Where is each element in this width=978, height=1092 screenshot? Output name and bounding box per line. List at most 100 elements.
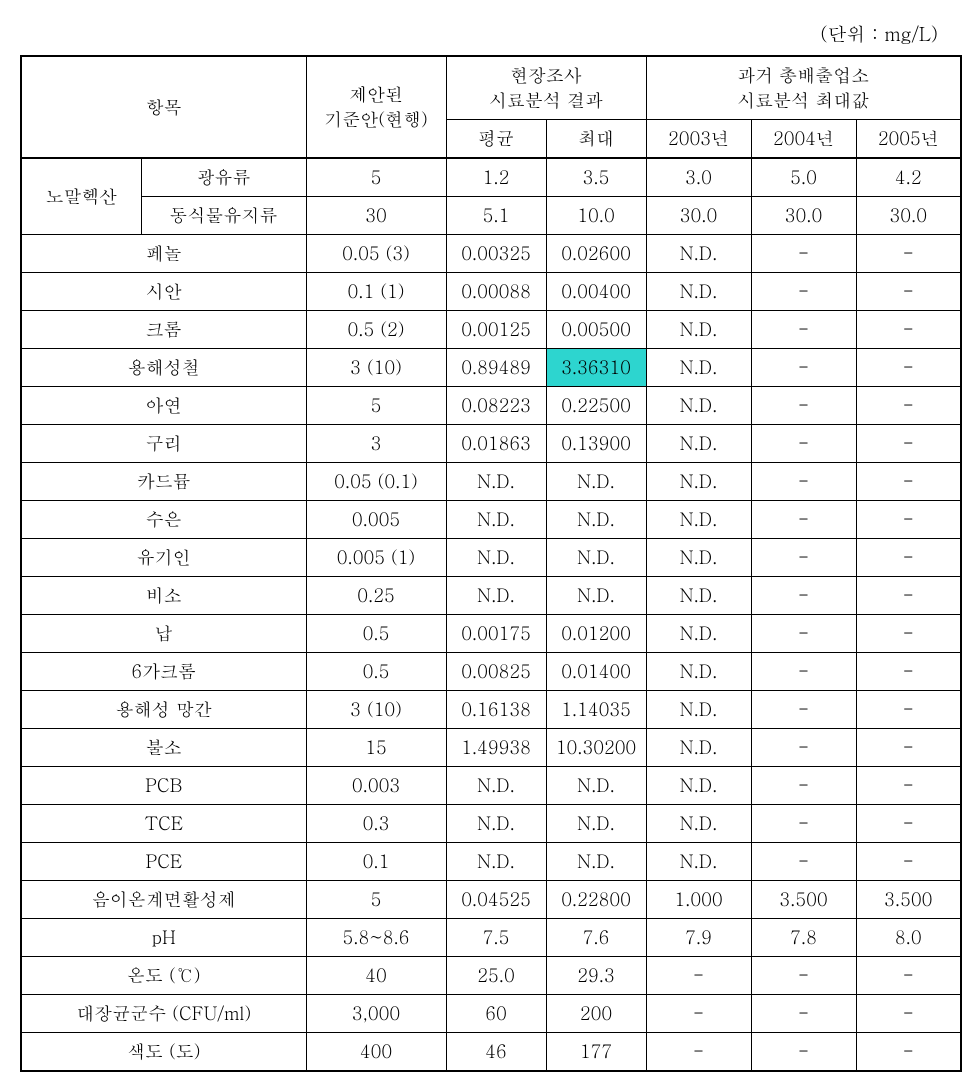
cell-max: 29.3: [546, 957, 646, 995]
cell-avg: 0.16138: [446, 691, 546, 729]
cell-y03: N.D.: [646, 235, 751, 273]
cell-y05: -: [856, 273, 961, 311]
cell-std: 5: [306, 881, 446, 919]
cell-max: N.D.: [546, 805, 646, 843]
cell-std: 0.005: [306, 501, 446, 539]
cell-y04: -: [751, 653, 856, 691]
cell-y05: -: [856, 311, 961, 349]
row-label: 구리: [21, 425, 306, 463]
cell-y03: N.D.: [646, 311, 751, 349]
row-label: 동식물유지류: [141, 197, 306, 235]
cell-avg: 1.49938: [446, 729, 546, 767]
cell-y03: N.D.: [646, 425, 751, 463]
cell-avg: 25.0: [446, 957, 546, 995]
table-row: 동식물유지류 30 5.1 10.0 30.0 30.0 30.0: [21, 197, 961, 235]
cell-max: N.D.: [546, 767, 646, 805]
cell-max: 0.22500: [546, 387, 646, 425]
cell-y03: 7.9: [646, 919, 751, 957]
cell-y05: -: [856, 387, 961, 425]
table-row: 크롬0.5 (2)0.001250.00500N.D.--: [21, 311, 961, 349]
cell-std: 0.005 (1): [306, 539, 446, 577]
cell-std: 5.8~8.6: [306, 919, 446, 957]
cell-avg: 0.00125: [446, 311, 546, 349]
row-label: 카드뮴: [21, 463, 306, 501]
table-header: 항목 제안된 기준안(현행) 현장조사 시료분석 결과 과거 총배출업소 시료분…: [21, 56, 961, 158]
cell-avg: N.D.: [446, 767, 546, 805]
cell-max: 0.01200: [546, 615, 646, 653]
cell-std: 30: [306, 197, 446, 235]
cell-y04: -: [751, 387, 856, 425]
cell-y03: N.D.: [646, 843, 751, 881]
row-label: 아연: [21, 387, 306, 425]
header-y2005: 2005년: [856, 120, 961, 159]
row-label: PCE: [21, 843, 306, 881]
cell-y05: 4.2: [856, 158, 961, 197]
row-label: 대장균군수 (CFU/ml): [21, 995, 306, 1033]
cell-y04: -: [751, 615, 856, 653]
cell-y05: -: [856, 729, 961, 767]
cell-max: 1.14035: [546, 691, 646, 729]
cell-y05: -: [856, 805, 961, 843]
row-label: 유기인: [21, 539, 306, 577]
cell-y03: N.D.: [646, 273, 751, 311]
cell-y03: -: [646, 1033, 751, 1072]
row-label: 크롬: [21, 311, 306, 349]
cell-avg: N.D.: [446, 577, 546, 615]
cell-y03: 1.000: [646, 881, 751, 919]
cell-std: 3: [306, 425, 446, 463]
table-body: 노말헥산 광유류 5 1.2 3.5 3.0 5.0 4.2 동식물유지류 30…: [21, 158, 961, 1071]
cell-y04: 30.0: [751, 197, 856, 235]
cell-y05: 3.500: [856, 881, 961, 919]
cell-max: 0.22800: [546, 881, 646, 919]
cell-y05: -: [856, 235, 961, 273]
header-field-survey: 현장조사 시료분석 결과: [446, 56, 646, 120]
row-label: 6가크롬: [21, 653, 306, 691]
row-label: 음이온계면활성제: [21, 881, 306, 919]
cell-y05: -: [856, 349, 961, 387]
cell-max: N.D.: [546, 539, 646, 577]
table-row: 시안0.1 (1)0.000880.00400N.D.--: [21, 273, 961, 311]
cell-avg: 0.08223: [446, 387, 546, 425]
cell-std: 0.003: [306, 767, 446, 805]
cell-std: 0.3: [306, 805, 446, 843]
cell-max: 200: [546, 995, 646, 1033]
cell-y04: -: [751, 425, 856, 463]
cell-max: 7.6: [546, 919, 646, 957]
table-row: 용해성 망간3 (10)0.161381.14035N.D.--: [21, 691, 961, 729]
table-row: pH5.8~8.67.57.67.97.88.0: [21, 919, 961, 957]
row-label: 온도 (℃): [21, 957, 306, 995]
cell-y04: -: [751, 273, 856, 311]
table-row: 대장균군수 (CFU/ml)3,00060200---: [21, 995, 961, 1033]
cell-y03: N.D.: [646, 767, 751, 805]
table-row: PCE0.1N.D.N.D.N.D.--: [21, 843, 961, 881]
cell-y04: -: [751, 463, 856, 501]
cell-max: 0.02600: [546, 235, 646, 273]
cell-max: 0.00500: [546, 311, 646, 349]
table-row: 구리30.018630.13900N.D.--: [21, 425, 961, 463]
cell-y04: -: [751, 995, 856, 1033]
cell-y04: 5.0: [751, 158, 856, 197]
table-row: 색도 (도)40046177---: [21, 1033, 961, 1072]
cell-std: 0.05 (3): [306, 235, 446, 273]
cell-avg: 0.89489: [446, 349, 546, 387]
cell-std: 40: [306, 957, 446, 995]
cell-y04: 3.500: [751, 881, 856, 919]
cell-avg: 46: [446, 1033, 546, 1072]
cell-y03: N.D.: [646, 729, 751, 767]
table-row: 수은0.005N.D.N.D.N.D.--: [21, 501, 961, 539]
cell-y04: -: [751, 691, 856, 729]
cell-y03: N.D.: [646, 577, 751, 615]
cell-avg: 0.00825: [446, 653, 546, 691]
cell-y04: -: [751, 767, 856, 805]
cell-max: N.D.: [546, 577, 646, 615]
cell-std: 0.1 (1): [306, 273, 446, 311]
cell-y04: -: [751, 501, 856, 539]
cell-y03: N.D.: [646, 387, 751, 425]
cell-y03: N.D.: [646, 653, 751, 691]
cell-y05: -: [856, 577, 961, 615]
cell-y03: N.D.: [646, 615, 751, 653]
cell-avg: 5.1: [446, 197, 546, 235]
cell-avg: 60: [446, 995, 546, 1033]
table-row: 비소0.25N.D.N.D.N.D.--: [21, 577, 961, 615]
cell-std: 0.5: [306, 653, 446, 691]
